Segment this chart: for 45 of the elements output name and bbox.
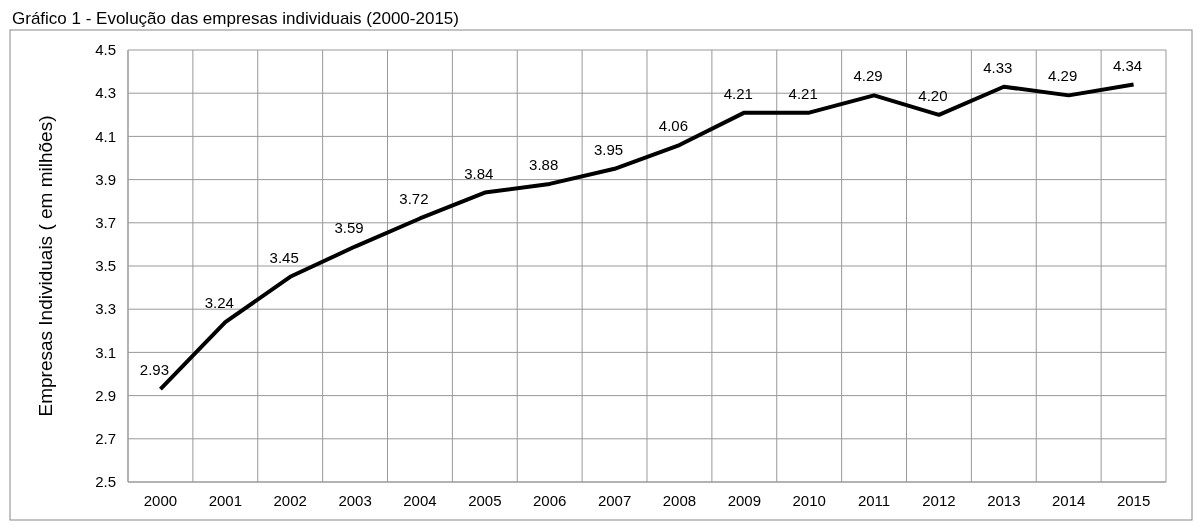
data-label: 3.59	[334, 218, 364, 236]
x-tick-label: 2008	[662, 492, 697, 509]
data-label: 4.29	[1048, 67, 1078, 85]
data-label: 3.45	[269, 248, 299, 266]
x-tick-label: 2012	[922, 492, 956, 509]
y-tick-label: 4.3	[95, 84, 116, 102]
data-label: 4.34	[1112, 56, 1143, 74]
y-tick-label: 3.3	[95, 300, 116, 318]
y-tick-label: 3.5	[95, 257, 116, 275]
data-label: 4.06	[658, 117, 689, 135]
y-tick-label: 4.5	[95, 41, 116, 59]
x-tick-label: 2005	[468, 492, 502, 509]
x-tick-label: 2002	[273, 492, 307, 509]
data-label: 3.88	[529, 155, 559, 173]
x-tick-label: 2000	[143, 492, 178, 509]
x-tick-label: 2014	[1052, 492, 1086, 509]
data-label: 4.20	[918, 86, 948, 104]
x-tick-label: 2015	[1116, 492, 1151, 509]
data-label: 4.21	[723, 84, 753, 102]
y-tick-label: 2.5	[95, 473, 116, 491]
data-label: 4.33	[983, 58, 1013, 76]
data-label: 4.21	[788, 84, 818, 102]
x-tick-label: 2004	[403, 492, 437, 509]
chart-title: Gráfico 1 - Evolução das empresas individuais (2000-2015)	[12, 9, 459, 28]
data-label: 3.24	[204, 294, 234, 312]
y-tick-label: 3.9	[95, 170, 116, 188]
x-tick-label: 2007	[597, 492, 632, 509]
x-tick-label: 2001	[208, 492, 242, 509]
y-tick-label: 2.9	[95, 386, 116, 404]
x-tick-label: 2003	[338, 492, 372, 509]
y-axis-title: Empresas Individuais ( em milhões)	[35, 115, 56, 417]
x-tick-label: 2013	[987, 492, 1021, 509]
x-tick-label: 2010	[792, 492, 826, 509]
data-label: 3.72	[399, 190, 429, 208]
y-tick-label: 3.7	[95, 214, 116, 232]
y-tick-label: 2.7	[95, 430, 116, 448]
data-label: 4.29	[853, 67, 883, 85]
x-tick-label: 2009	[727, 492, 761, 509]
data-label: 2.93	[139, 361, 170, 379]
data-label: 3.95	[593, 140, 624, 158]
x-tick-label: 2006	[533, 492, 567, 509]
y-tick-label: 3.1	[95, 343, 116, 361]
x-tick-label: 2011	[857, 492, 891, 509]
y-tick-label: 4.1	[95, 127, 116, 145]
data-label: 3.84	[464, 164, 494, 182]
